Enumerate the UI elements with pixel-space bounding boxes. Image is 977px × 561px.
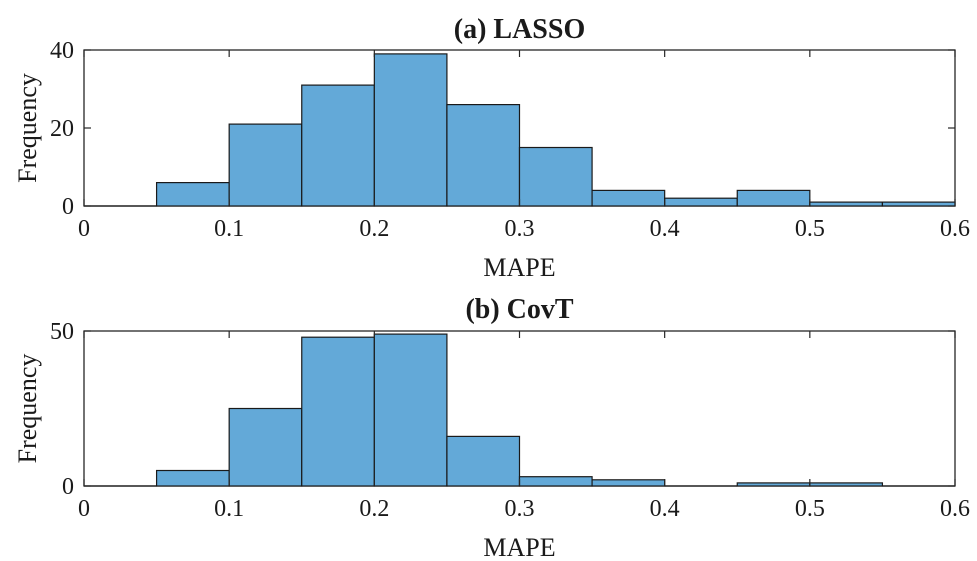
x-tick-label: 0.1 xyxy=(214,216,244,242)
histogram-bar xyxy=(591,189,666,207)
x-axis-label: MAPE xyxy=(483,533,555,561)
y-tick-label: 20 xyxy=(50,116,74,142)
y-tick-label: 0 xyxy=(62,474,74,500)
histogram-bar xyxy=(373,53,448,207)
histogram-bar xyxy=(518,146,593,207)
x-tick-label: 0.1 xyxy=(214,496,244,522)
x-tick-label: 0.5 xyxy=(795,216,825,242)
x-axis-label: MAPE xyxy=(483,253,555,282)
histogram-bar xyxy=(881,201,956,207)
histogram-bar xyxy=(155,182,230,207)
x-tick-label: 0.6 xyxy=(940,216,970,242)
histogram-bar xyxy=(446,435,521,487)
histogram-bar xyxy=(591,479,666,487)
x-tick-label: 0.4 xyxy=(650,496,680,522)
x-tick-label: 0 xyxy=(78,216,90,242)
histogram-bar xyxy=(664,197,738,207)
x-tick-label: 0.3 xyxy=(505,496,535,522)
histogram-bar xyxy=(809,482,884,487)
histogram-bar xyxy=(373,333,448,487)
histogram-bar xyxy=(228,123,303,207)
y-tick-label: 0 xyxy=(62,194,74,220)
y-axis-label: Frequency xyxy=(13,354,42,464)
panel-title: (b) CovT xyxy=(465,294,573,325)
histogram-bar xyxy=(301,336,375,487)
x-tick-label: 0.6 xyxy=(940,496,970,522)
x-tick-label: 0.2 xyxy=(359,496,389,522)
panel-title: (a) LASSO xyxy=(454,14,585,45)
y-tick-label: 50 xyxy=(50,319,74,345)
x-tick-label: 0 xyxy=(78,496,90,522)
x-tick-label: 0.3 xyxy=(505,216,535,242)
histogram-bar xyxy=(809,201,884,207)
histogram-bar xyxy=(155,469,230,487)
histogram-bar xyxy=(736,482,811,487)
histogram-bar xyxy=(301,84,375,207)
histogram-bar xyxy=(736,189,811,207)
y-tick-label: 40 xyxy=(50,38,74,64)
x-tick-label: 0.2 xyxy=(359,216,389,242)
histogram-bar xyxy=(446,103,521,207)
histogram-bar xyxy=(228,407,303,487)
histogram-bar xyxy=(518,476,593,487)
x-tick-label: 0.4 xyxy=(650,216,680,242)
y-axis-label: Frequency xyxy=(13,73,42,183)
x-tick-label: 0.5 xyxy=(795,496,825,522)
